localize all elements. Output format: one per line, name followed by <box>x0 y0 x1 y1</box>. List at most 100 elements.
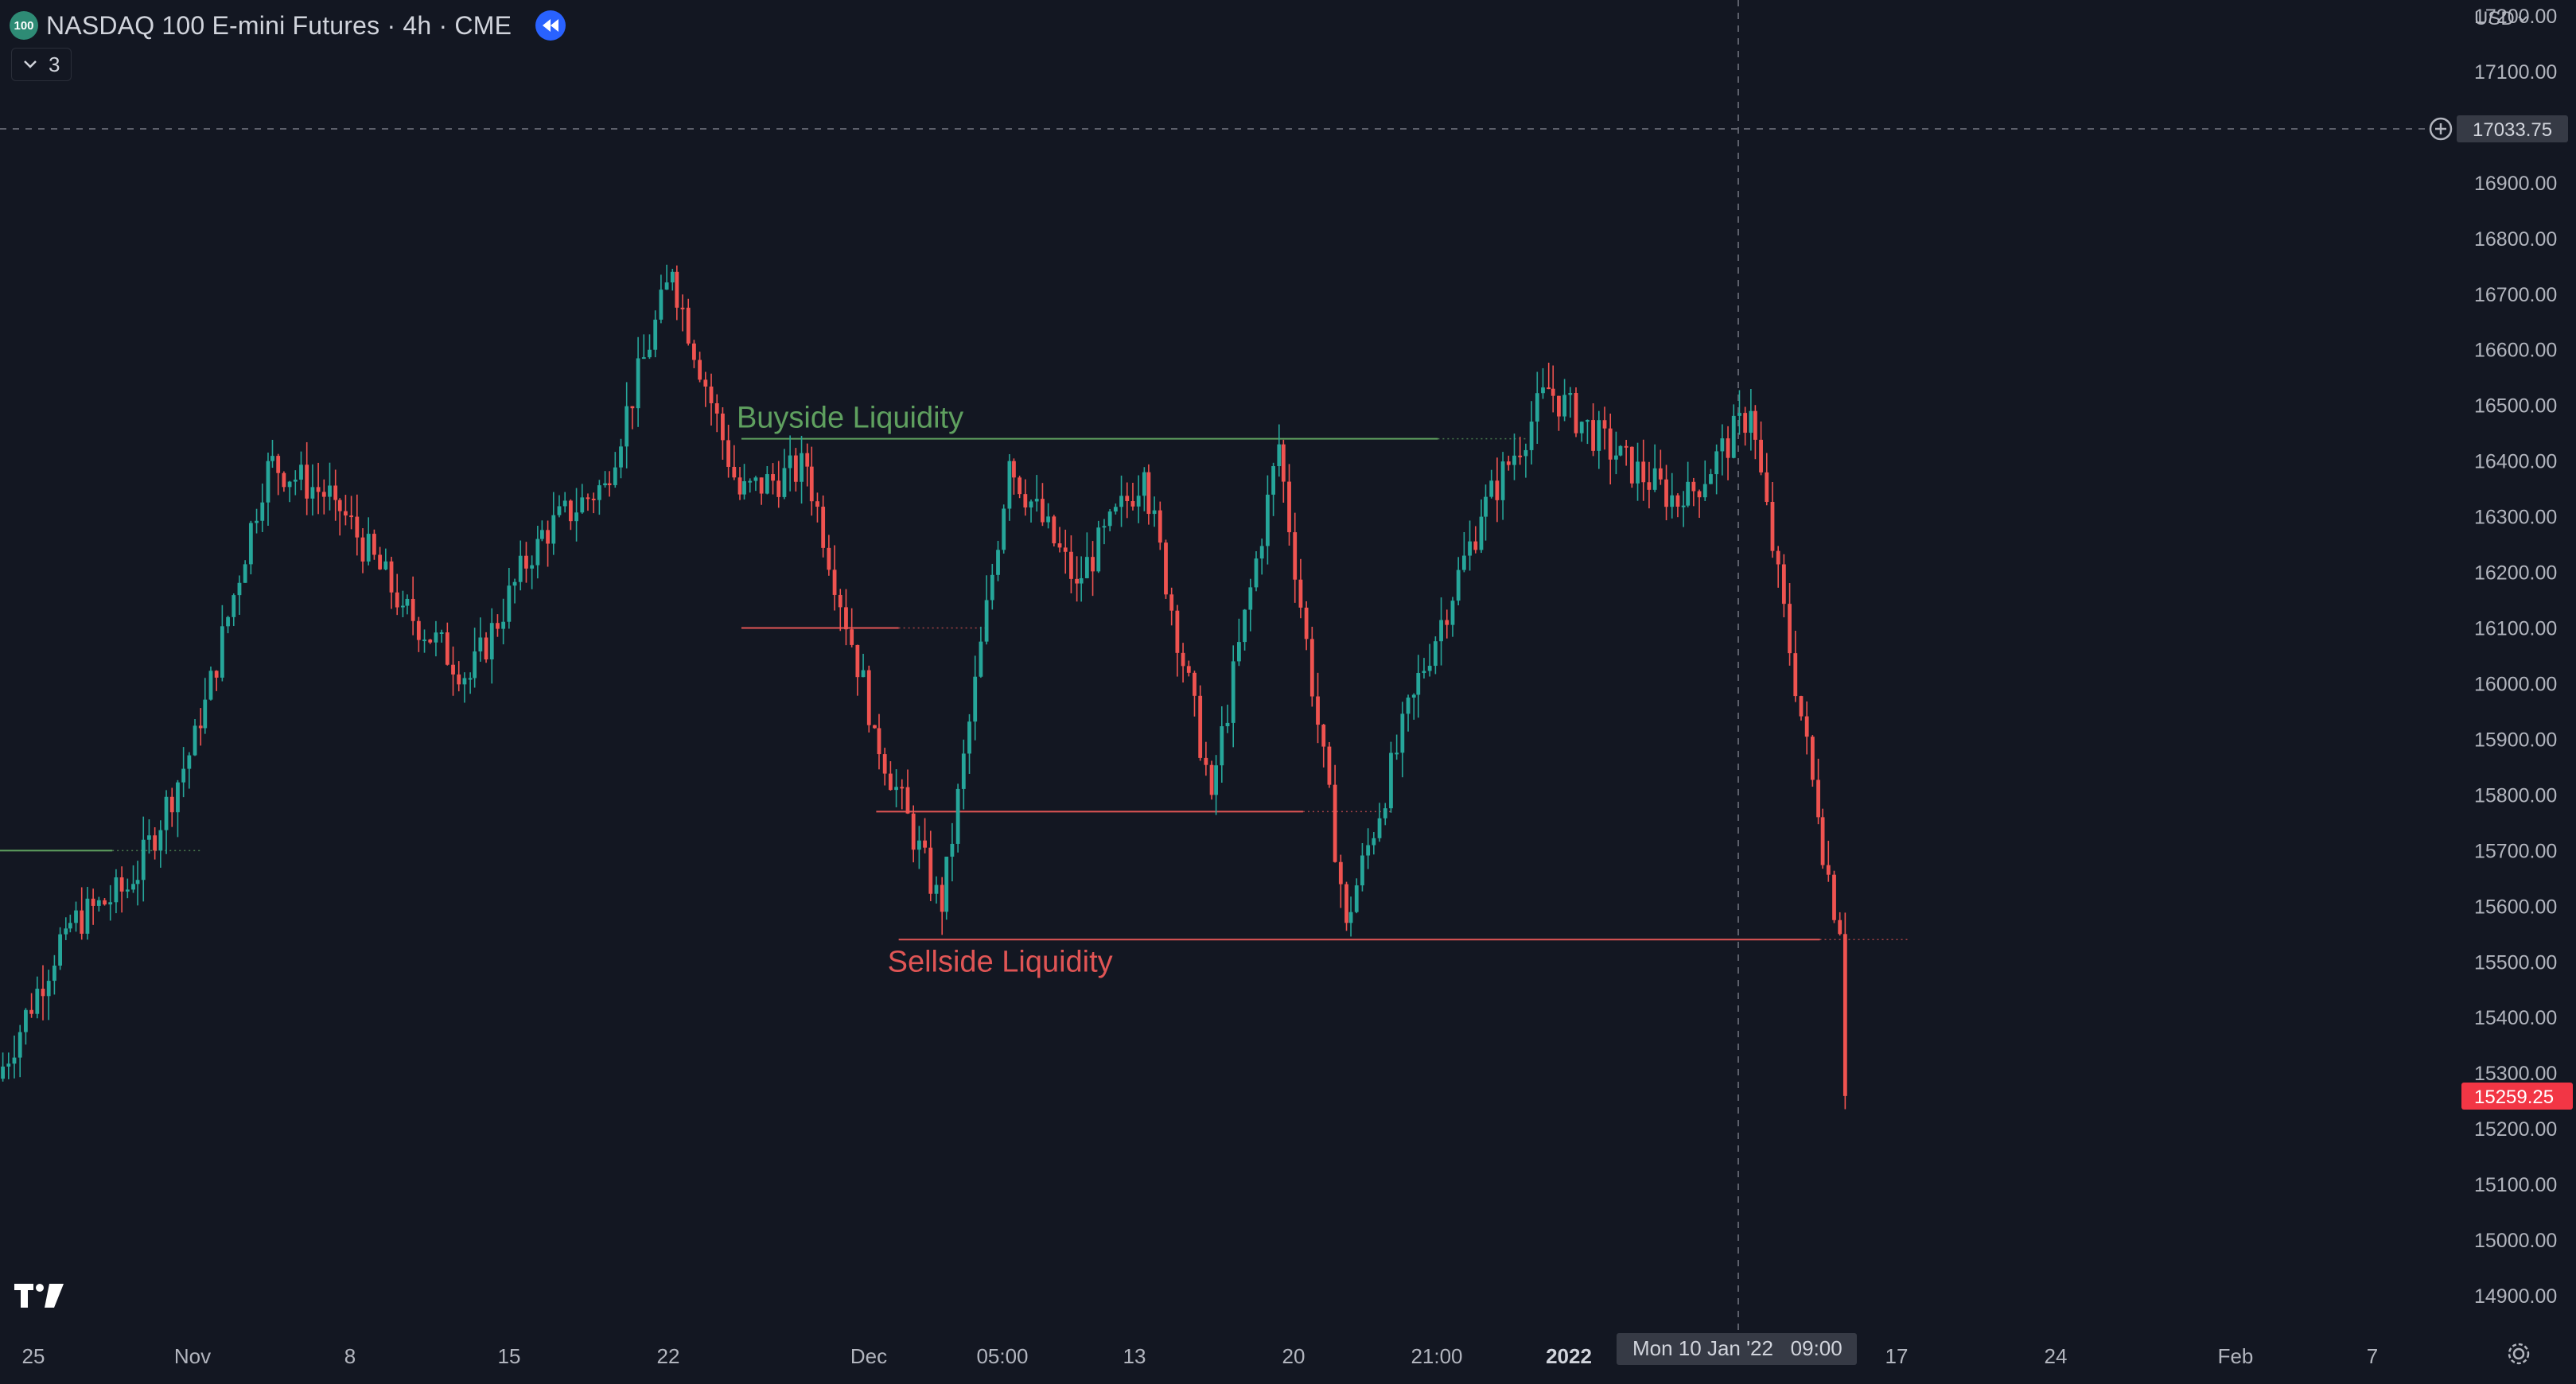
candle <box>203 678 208 734</box>
candle <box>214 670 219 691</box>
time-tick-label: 7 <box>2367 1344 2378 1368</box>
candle <box>619 438 623 479</box>
price-tick-label: 16600.00 <box>2474 340 2557 362</box>
price-tick-label: 17200.00 <box>2474 6 2557 28</box>
candle <box>737 467 742 500</box>
time-tick-label: 17 <box>1885 1344 1909 1368</box>
candle <box>905 769 910 814</box>
candle <box>1181 643 1185 683</box>
candle <box>1608 414 1613 485</box>
candle <box>198 708 203 746</box>
candle <box>726 425 731 478</box>
candle <box>1562 379 1567 422</box>
candle <box>1372 832 1376 855</box>
candle <box>1749 388 1753 451</box>
candle <box>1697 489 1702 519</box>
candle <box>1636 442 1640 501</box>
candle <box>80 887 84 940</box>
candle <box>1034 475 1039 512</box>
tradingview-logo-icon[interactable] <box>14 1284 64 1312</box>
candle <box>877 713 881 770</box>
candle <box>1489 469 1494 499</box>
candle <box>6 1052 11 1079</box>
candle <box>648 334 652 360</box>
price-tick-label: 15700.00 <box>2474 840 2557 862</box>
time-axis[interactable]: 25 Nov 8 15 22 Dec 05:00 13 20 21:00 2022 17 24 Feb 7 <box>22 1344 2379 1368</box>
candle <box>141 816 146 902</box>
chevron-down-icon <box>24 60 37 68</box>
candle <box>692 340 696 368</box>
candle <box>1057 527 1062 553</box>
candle <box>574 488 578 542</box>
candle <box>401 590 405 617</box>
candle <box>1461 531 1466 573</box>
price-tick-label: 15000.00 <box>2474 1230 2557 1252</box>
candle <box>923 818 927 853</box>
candle <box>355 494 360 556</box>
candle <box>1473 526 1478 554</box>
replay-button[interactable] <box>535 10 566 41</box>
candle <box>916 826 921 869</box>
symbol-header: 100 NASDAQ 100 E-mini Futures · 4h · CME <box>10 10 566 41</box>
candle <box>41 965 45 1021</box>
candle <box>344 495 348 526</box>
indicator-count: 3 <box>49 52 60 76</box>
candle <box>360 528 365 573</box>
candle <box>1450 597 1455 637</box>
candle <box>489 608 494 684</box>
symbol-title[interactable]: NASDAQ 100 E-mini Futures · 4h · CME <box>46 10 512 40</box>
currency-label: USD <box>2474 8 2515 29</box>
candle <box>248 520 253 575</box>
candle <box>979 626 983 678</box>
candle <box>1084 532 1089 579</box>
time-tick-label: 8 <box>344 1344 356 1368</box>
candle <box>1720 424 1725 476</box>
candle <box>630 406 635 430</box>
candle <box>1597 410 1601 469</box>
candle <box>507 567 512 629</box>
candle <box>1416 655 1421 718</box>
candle <box>1506 455 1511 471</box>
candle <box>1820 808 1825 869</box>
indicators-toggle[interactable]: 3 <box>11 48 72 81</box>
candle <box>653 310 658 358</box>
candle <box>866 665 871 733</box>
candle <box>714 394 719 433</box>
candle <box>1309 626 1314 707</box>
price-tick-label: 16900.00 <box>2474 173 2557 195</box>
candle <box>1281 439 1286 503</box>
candle <box>1023 479 1028 516</box>
candle <box>158 820 163 868</box>
candle <box>940 877 944 935</box>
candle <box>299 451 303 491</box>
candle <box>698 352 702 383</box>
time-tick-label: 13 <box>1123 1344 1146 1368</box>
candle <box>1641 439 1646 501</box>
candle <box>193 719 197 756</box>
candle <box>12 1035 17 1079</box>
candle <box>821 495 826 558</box>
candle <box>1714 444 1719 495</box>
candle <box>800 435 804 504</box>
candle <box>1574 387 1578 437</box>
settings-gear-icon[interactable] <box>2506 1341 2531 1370</box>
candle <box>147 819 151 854</box>
candle <box>1406 694 1411 732</box>
candle <box>1119 475 1123 527</box>
candle <box>114 869 119 914</box>
candle <box>1136 475 1141 523</box>
candle <box>1366 828 1371 869</box>
candle <box>1113 503 1118 515</box>
currency-selector[interactable]: USD <box>2474 8 2527 30</box>
add-alert-icon[interactable] <box>2429 117 2453 141</box>
candle <box>1360 843 1364 892</box>
time-tick-label: 21:00 <box>1411 1344 1462 1368</box>
price-axis[interactable]: 17200.0017100.0017000.0016900.0016800.00… <box>2474 6 2557 1308</box>
candle <box>1012 458 1016 495</box>
candle <box>1248 578 1253 632</box>
candle <box>310 464 315 516</box>
candle <box>1175 605 1180 677</box>
candle <box>1214 755 1218 815</box>
candle <box>1193 671 1197 717</box>
